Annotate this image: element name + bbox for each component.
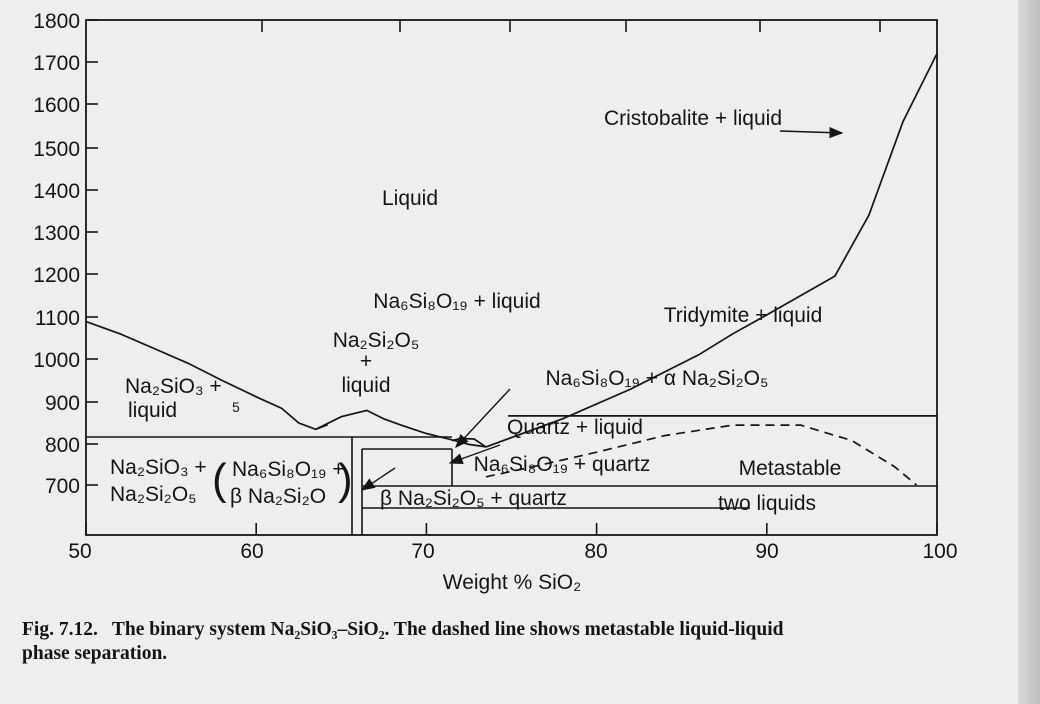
y-tick-label: 1600	[33, 94, 80, 117]
y-tick-label: 700	[45, 475, 80, 498]
region-label-ns8-beta-ns2-paren-open: (	[212, 455, 227, 504]
region-label-ns-liquid: Na₂SiO₃ +	[125, 375, 222, 398]
region-label-ns-ns2-b: Na₂Si₂O₅	[110, 483, 197, 506]
region-label-metastable-b: two liquids	[718, 492, 816, 515]
x-tick-label: 90	[755, 540, 778, 563]
phase-boundary-liquidus-silica	[485, 53, 938, 448]
x-axis-label: Weight % SiO₂	[443, 571, 581, 594]
region-label-ns-ns2: Na₂SiO₃ +	[110, 456, 207, 479]
book-page-edge	[1018, 0, 1040, 704]
y-tick-label: 1000	[33, 349, 80, 372]
caption-continuation: phase separation.	[22, 643, 168, 664]
region-label-tridymite: Tridymite + liquid	[664, 304, 823, 327]
y-tick-label: 1100	[35, 307, 80, 330]
plot-frame	[85, 19, 938, 536]
region-label-ns-liquid-subscript: 5	[232, 399, 240, 415]
x-tick-label: 50	[68, 540, 91, 563]
y-tick-label: 1500	[33, 138, 80, 161]
region-label-metastable: Metastable	[739, 457, 842, 480]
region-label-ns8-quartz: Na₆Si₈O₁₉ + quartz	[474, 453, 651, 476]
x-tick-label: 100	[922, 540, 957, 563]
y-tick-label: 1300	[33, 222, 80, 245]
region-label-ns8-alpha-ns2: Na₆Si₈O₁₉ + α Na₂Si₂O₅	[546, 367, 769, 390]
y-tick-label: 1700	[33, 52, 80, 75]
phase-boundary-liquidus-ns	[85, 320, 329, 431]
region-label-ns-liquid-phase: liquid	[128, 399, 177, 422]
region-pointer-arrow	[455, 388, 511, 449]
region-label-ns8-beta-ns2-paren-close: )	[338, 455, 353, 504]
y-tick-label: 1400	[33, 180, 80, 203]
region-pointer-arrow	[360, 467, 396, 491]
x-tick-label: 60	[240, 540, 263, 563]
region-label-beta-ns2-quartz: β Na₂Si₂O₅ + quartz	[380, 487, 567, 510]
phase-boundary-metastable-dome	[485, 424, 918, 486]
region-pointer-arrow	[779, 126, 844, 139]
region-label-ns2-liquid-phase: liquid	[341, 374, 390, 397]
caption-figure-number: Fig. 7.12.	[22, 619, 98, 640]
y-tick-label: 800	[45, 434, 80, 457]
caption-text: The binary system Na₂SiO₃–SiO₂. The dash…	[111, 619, 784, 640]
region-label-ns8-beta-ns2-b: β Na₂Si₂O	[230, 485, 326, 508]
region-label-cristobalite: Cristobalite + liquid	[604, 107, 782, 130]
region-label-liquid: Liquid	[382, 187, 438, 210]
region-label-ns2-liquid-plus: +	[360, 350, 372, 373]
x-tick-label: 70	[411, 540, 434, 563]
y-tick-label: 1200	[33, 264, 80, 287]
y-tick-label: 1800	[33, 10, 80, 33]
region-label-ns8-liquid: Na₆Si₈O₁₉ + liquid	[373, 290, 540, 313]
y-tick-label: 900	[45, 392, 80, 415]
region-label-ns8-beta-ns2: Na₆Si₈O₁₉ +	[232, 458, 345, 481]
region-label-ns2-liquid: Na₂Si₂O₅	[333, 329, 420, 352]
region-pointer-arrow	[448, 444, 501, 465]
figure-caption: Fig. 7.12. The binary system Na₂SiO₃–SiO₂…	[22, 618, 982, 666]
region-label-quartz-liquid: Quartz + liquid	[507, 416, 643, 439]
x-tick-label: 80	[584, 540, 607, 563]
